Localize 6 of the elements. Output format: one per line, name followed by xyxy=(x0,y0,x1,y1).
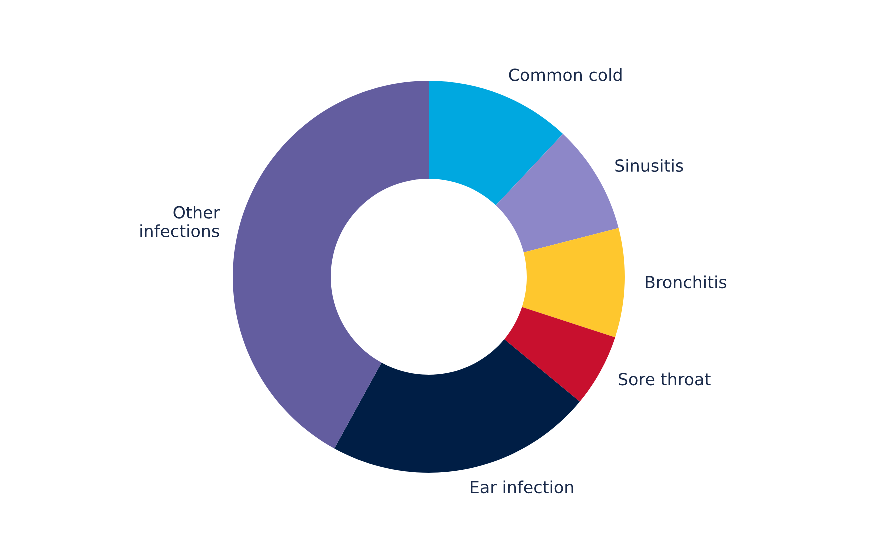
slice-label: Sore throat xyxy=(619,372,711,386)
slice-label: Sinusitis xyxy=(616,159,684,172)
slice-label: Common cold xyxy=(509,68,622,82)
slice-label: Other infections xyxy=(140,206,220,238)
slice-label: Ear infection xyxy=(471,480,574,494)
slice-label: Bronchitis xyxy=(646,276,727,289)
